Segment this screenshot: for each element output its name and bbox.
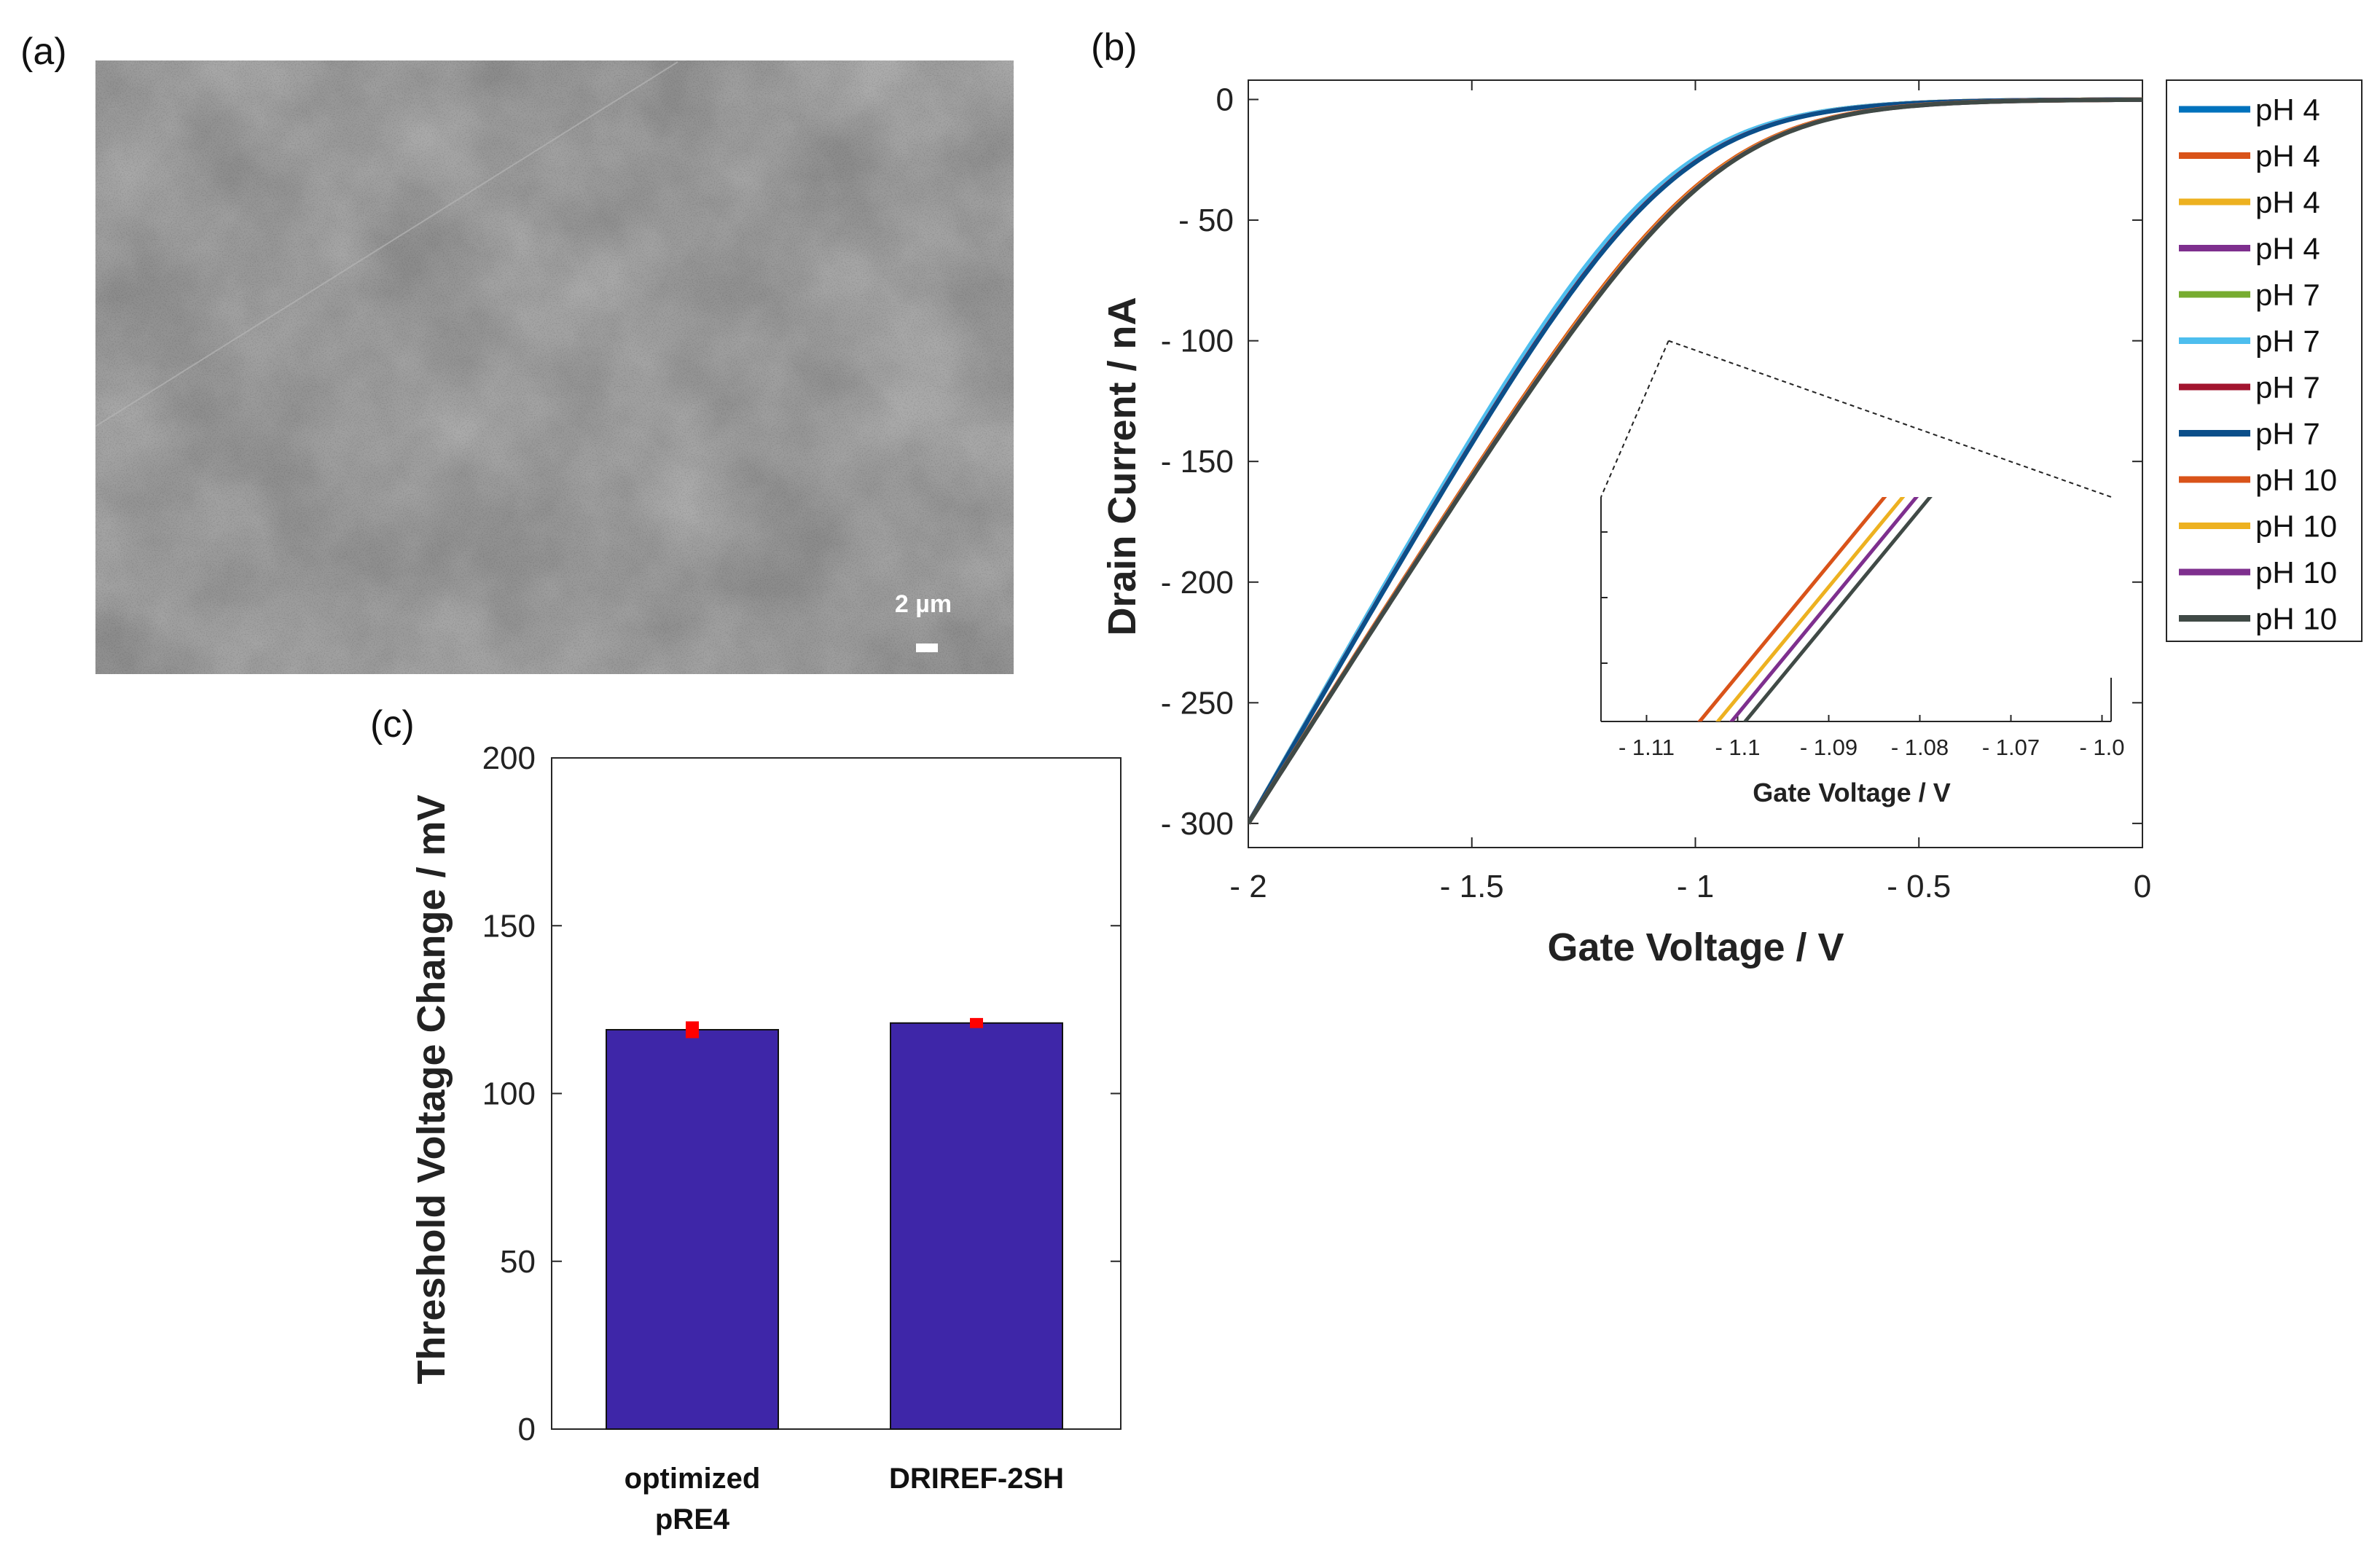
inset-x-tick-label: - 1.0 (2079, 735, 2124, 760)
y-tick-label: 200 (482, 740, 536, 776)
legend-label: pH 10 (2255, 602, 2337, 636)
inset-x-axis-title: Gate Voltage / V (1753, 778, 1950, 807)
x-tick-label: 0 (2134, 869, 2151, 904)
plot-c-category-labels: optimized pRE4 DRIREF-2SH (625, 1463, 1064, 1535)
inset-x-tick-label: - 1.08 (1891, 735, 1949, 760)
inset-ticks: - 1.11 - 1.1 - 1.09 - 1.08 - 1.07 - 1.0 (1618, 715, 2125, 760)
legend-label: pH 4 (2255, 93, 2320, 127)
category-label: optimized (625, 1463, 761, 1495)
legend-label: pH 4 (2255, 232, 2320, 266)
panel-c-label: (c) (370, 703, 415, 746)
category-label: DRIREF-2SH (889, 1463, 1064, 1495)
panel-a-label: (a) (20, 31, 67, 73)
plot-b-curves (1248, 97, 2142, 825)
inset-x-tick-label: - 1.09 (1800, 735, 1858, 760)
bar (890, 1022, 1063, 1431)
plot-b-x-axis-title: Gate Voltage / V (1547, 926, 1844, 969)
y-tick-label: 100 (482, 1076, 536, 1112)
inset-series-line (1697, 497, 1887, 721)
error-bar (686, 1021, 699, 1038)
x-tick-label: - 2 (1229, 869, 1267, 904)
y-tick-label: 50 (500, 1244, 536, 1280)
y-tick-label: - 100 (1161, 324, 1234, 359)
plot-c-ticks: 0 50 100 150 200 (482, 740, 1121, 1447)
plot-b-tick-labels: - 2 - 1.5 - 1 - 0.5 0 0 - 50 - 100 - 150 - 200 - 2… (1161, 82, 2152, 904)
legend-label: pH 7 (2255, 278, 2320, 312)
series-line (1248, 97, 2142, 825)
x-tick-label: - 1.5 (1440, 869, 1504, 904)
plot-c-y-axis-title: Threshold Voltage Change / mV (410, 794, 453, 1384)
legend-items: pH 4 pH 4 pH 4 pH 4 pH 7 pH 7 pH 7 pH 7 pH 10 pH … (2179, 93, 2337, 636)
plot-b-ticks (1248, 80, 2143, 848)
legend-label: pH 10 (2255, 509, 2337, 544)
category-label: pRE4 (655, 1503, 730, 1535)
zoom-connector-line (1600, 340, 1669, 498)
inset-x-tick-label: - 1.1 (1715, 735, 1760, 760)
legend-label: pH 7 (2255, 370, 2320, 404)
plot-b-y-axis-title: Drain Current / nA (1100, 297, 1144, 635)
legend-label: pH 7 (2255, 417, 2320, 451)
legend-label: pH 10 (2255, 555, 2337, 590)
inset-x-tick-label: - 1.11 (1618, 735, 1675, 760)
plot-b-legend (2166, 79, 2363, 642)
zoom-connector-line (1668, 340, 2112, 498)
plot-c-bars (606, 1017, 1063, 1431)
inset-curves (1697, 497, 1933, 721)
bar (606, 1029, 779, 1430)
y-tick-label: - 50 (1178, 203, 1234, 238)
panel-b-label: (b) (1091, 26, 1138, 69)
legend-label: pH 7 (2255, 324, 2320, 359)
y-tick-label: - 200 (1161, 565, 1234, 600)
legend-label: pH 10 (2255, 463, 2337, 497)
y-tick-label: 0 (1216, 82, 1234, 117)
y-tick-label: 0 (518, 1412, 536, 1447)
inset-series-line (1742, 497, 1933, 721)
plot-b-axes-box (1248, 79, 2143, 848)
scale-bar (916, 643, 938, 652)
x-tick-label: - 0.5 (1887, 869, 1951, 904)
y-tick-label: - 300 (1161, 806, 1234, 842)
legend-label: pH 4 (2255, 185, 2320, 219)
y-tick-label: 150 (482, 908, 536, 944)
y-tick-label: - 150 (1161, 444, 1234, 480)
microscope-image (95, 60, 1014, 674)
inset-series-line (1715, 497, 1906, 721)
inset-series-line (1729, 497, 1919, 721)
inset-axes (1600, 496, 2113, 723)
y-tick-label: - 250 (1161, 685, 1234, 721)
x-tick-label: - 1 (1677, 869, 1714, 904)
inset-x-tick-label: - 1.07 (1982, 735, 2040, 760)
legend-label: pH 4 (2255, 139, 2320, 173)
error-bar (970, 1017, 983, 1028)
scale-bar-label: 2 µm (895, 590, 952, 618)
